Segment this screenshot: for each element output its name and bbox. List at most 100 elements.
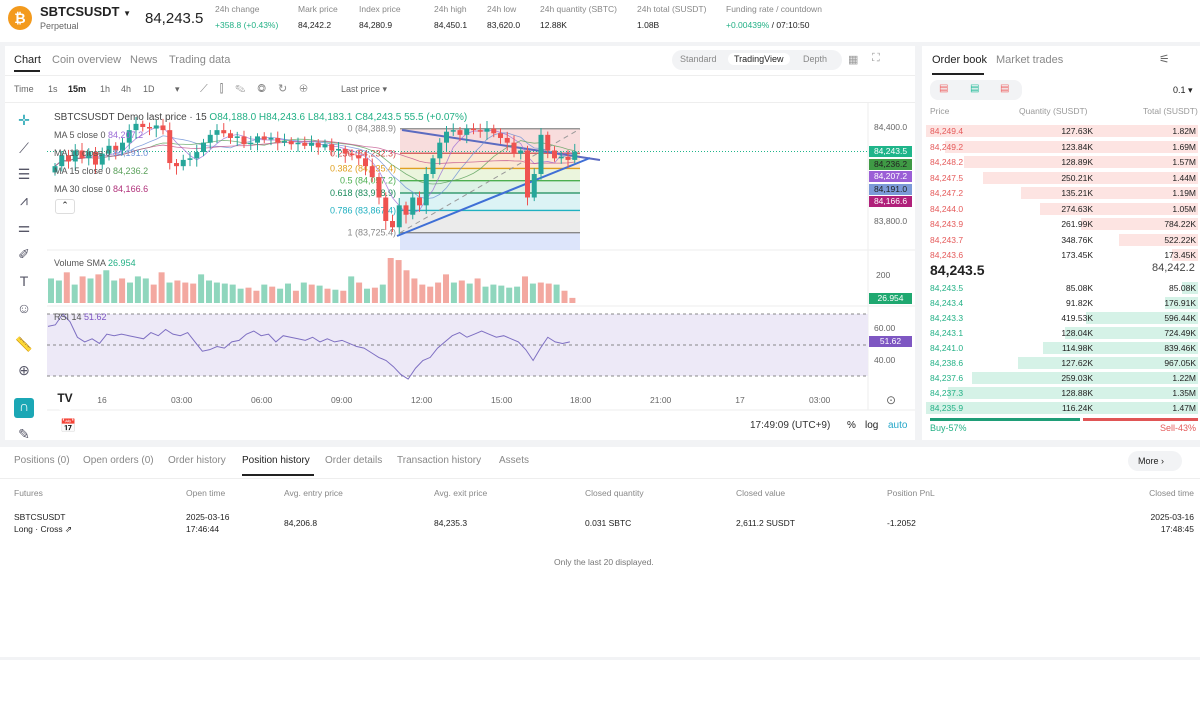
volume-bar [324, 288, 331, 303]
layout-grid-icon[interactable]: ▦ [848, 54, 859, 66]
view-depth[interactable]: Depth [803, 54, 828, 64]
tradingview-logo-icon[interactable]: TV [52, 385, 78, 411]
buy-ratio-bar [930, 418, 1080, 421]
chart-tools-icons[interactable]: ⟋⫿✎◎↻⊕ [200, 83, 320, 95]
volume-bar [561, 290, 568, 303]
interval-4h[interactable]: 4h [121, 84, 132, 94]
view-tradingview[interactable]: TradingView [728, 53, 790, 65]
tab-chart[interactable]: Chart [14, 54, 41, 66]
emoji-icon[interactable]: ☺ [16, 300, 32, 316]
candle-body [99, 153, 105, 165]
share-icon[interactable]: ⇗ [65, 524, 73, 534]
tab-news[interactable]: News [130, 54, 158, 66]
more-button[interactable]: More › [1128, 451, 1182, 471]
date-range-icon[interactable]: 📅 [60, 418, 77, 433]
pencil-lock-icon[interactable]: ✎ [18, 426, 30, 442]
bid-row[interactable]: 84,243.3 419.53K 596.44K [930, 312, 1198, 324]
bid-row[interactable]: 84,237.6 259.03K 1.22M [930, 372, 1198, 384]
bid-row[interactable]: 84,238.6 127.62K 967.05K [930, 357, 1198, 369]
zoom-in-icon[interactable]: ⊕ [18, 362, 30, 378]
volume-bar [134, 276, 141, 303]
ma-legend: MA 5 close 0 84,207.2 [54, 130, 144, 140]
candle-body [423, 174, 429, 206]
percent-scale-toggle[interactable]: % [847, 420, 856, 431]
candle-body [410, 197, 416, 215]
tab-market-trades[interactable]: Market trades [996, 54, 1064, 66]
volume-bar [190, 283, 197, 303]
candle-body [194, 152, 200, 159]
candle-body [309, 142, 314, 146]
tab-transaction-history[interactable]: Transaction history [397, 455, 482, 466]
trend-line-icon[interactable]: ⟋ [19, 140, 29, 156]
book-asks-icon[interactable]: ▤ [1000, 83, 1010, 94]
candle-body [113, 145, 119, 151]
horizontal-lines-icon[interactable]: ☰ [17, 166, 31, 182]
book-bids-icon[interactable]: ▤ [970, 83, 980, 94]
candle-body [214, 130, 220, 135]
tab-positions[interactable]: Positions (0) [14, 455, 70, 466]
candle-body [545, 134, 551, 151]
candle-body [356, 155, 362, 159]
settings-icon[interactable]: ⊙ [886, 393, 897, 407]
active-tab-underline [14, 70, 40, 72]
interval-1s[interactable]: 1s [48, 84, 58, 94]
ask-row[interactable]: 84,244.0 274.63K 1.05M [930, 202, 1198, 215]
tab-position-history[interactable]: Position history [242, 455, 310, 466]
ask-row[interactable]: 84,249.4 127.63K 1.82M [926, 124, 1198, 138]
precision-select[interactable]: 0.1 ▾ [1173, 85, 1193, 95]
price-tag: 84,207.2 [869, 171, 912, 182]
volume-bar [213, 282, 220, 303]
tab-order-book[interactable]: Order book [932, 54, 988, 66]
bid-row[interactable]: 84,243.1 128.04K 724.49K [930, 327, 1198, 339]
price-type-select[interactable]: Last price ▾ [341, 84, 388, 94]
candle-body [59, 155, 65, 167]
ruler-icon[interactable]: 📏 [15, 336, 33, 352]
text-icon[interactable]: T [19, 273, 29, 289]
tab-order-history[interactable]: Order history [168, 455, 226, 466]
pattern-icon[interactable]: ⩘ [20, 192, 28, 208]
tab-trading-data[interactable]: Trading data [169, 54, 231, 66]
tab-order-details[interactable]: Order details [325, 455, 383, 466]
tab-coin-overview[interactable]: Coin overview [52, 54, 122, 66]
ask-row[interactable]: 84,243.9 261.99K 784.22K [930, 218, 1198, 230]
time-axis-label: 16 [97, 395, 107, 405]
volume-bar [198, 274, 205, 303]
tab-open-orders[interactable]: Open orders (0) [83, 455, 154, 466]
tab-assets[interactable]: Assets [499, 455, 530, 466]
position-side-link[interactable]: Long · Cross ⇗ [14, 524, 73, 534]
ask-row[interactable]: 84,247.5 250.21K 1.44M [930, 171, 1198, 184]
fib-icon[interactable]: ⚌ [17, 219, 31, 235]
crosshair-icon[interactable]: ✛ [18, 112, 30, 128]
bid-row[interactable]: 84,237.3 128.88K 1.35M [930, 387, 1198, 399]
brush-icon[interactable]: ✐ [18, 246, 30, 262]
interval-1D[interactable]: 1D [143, 84, 155, 94]
bid-row[interactable]: 84,235.9 116.24K 1.47M [926, 401, 1198, 415]
ask-row[interactable]: 84,248.2 128.89K 1.57M [930, 156, 1198, 168]
ask-row[interactable]: 84,243.6 173.45K 173.45K [930, 249, 1198, 261]
price-chart[interactable]: 0 (84,388.9) 0.236 (84,232.3) 0.382 (84,13… [0, 0, 920, 440]
settings-sliders-icon[interactable]: ⚟ [1159, 52, 1170, 66]
candle-body [403, 205, 409, 215]
log-scale-toggle[interactable]: log [865, 420, 879, 431]
interval-Time[interactable]: Time [14, 84, 34, 94]
bid-row[interactable]: 84,243.5 85.08K 85.08K [930, 282, 1198, 294]
view-standard[interactable]: Standard [680, 54, 717, 64]
interval-15m[interactable]: 15m [68, 84, 87, 94]
magnet-icon[interactable]: ∩ [14, 398, 34, 418]
symbol-selector[interactable]: SBTCSUSDT ▼ [40, 4, 131, 19]
bid-row[interactable]: 84,243.4 91.82K 176.91K [930, 297, 1198, 309]
auto-scale-toggle[interactable]: auto [888, 420, 908, 431]
closed-value: 2,611.2 SUSDT [736, 518, 795, 528]
candle-body [363, 158, 368, 167]
fullscreen-icon[interactable]: ⛶ [872, 52, 880, 64]
ask-row[interactable]: 84,249.2 123.84K 1.69M [930, 140, 1198, 153]
ask-row[interactable]: 84,247.2 135.21K 1.19M [930, 187, 1198, 199]
ma-legend: MA 10 close 0 84,191.0 [54, 148, 149, 158]
interval-1h[interactable]: 1h [100, 84, 111, 94]
collapse-indicators-button[interactable]: ⌃ [55, 199, 75, 214]
bid-row[interactable]: 84,241.0 114.98K 839.46K [930, 342, 1198, 354]
more-intervals-chevron-icon[interactable]: ▾ [175, 84, 180, 94]
ask-row[interactable]: 84,243.7 348.76K 522.22K [930, 233, 1198, 246]
book-both-icon[interactable]: ▤ [939, 83, 949, 94]
volume-bar [506, 287, 513, 303]
